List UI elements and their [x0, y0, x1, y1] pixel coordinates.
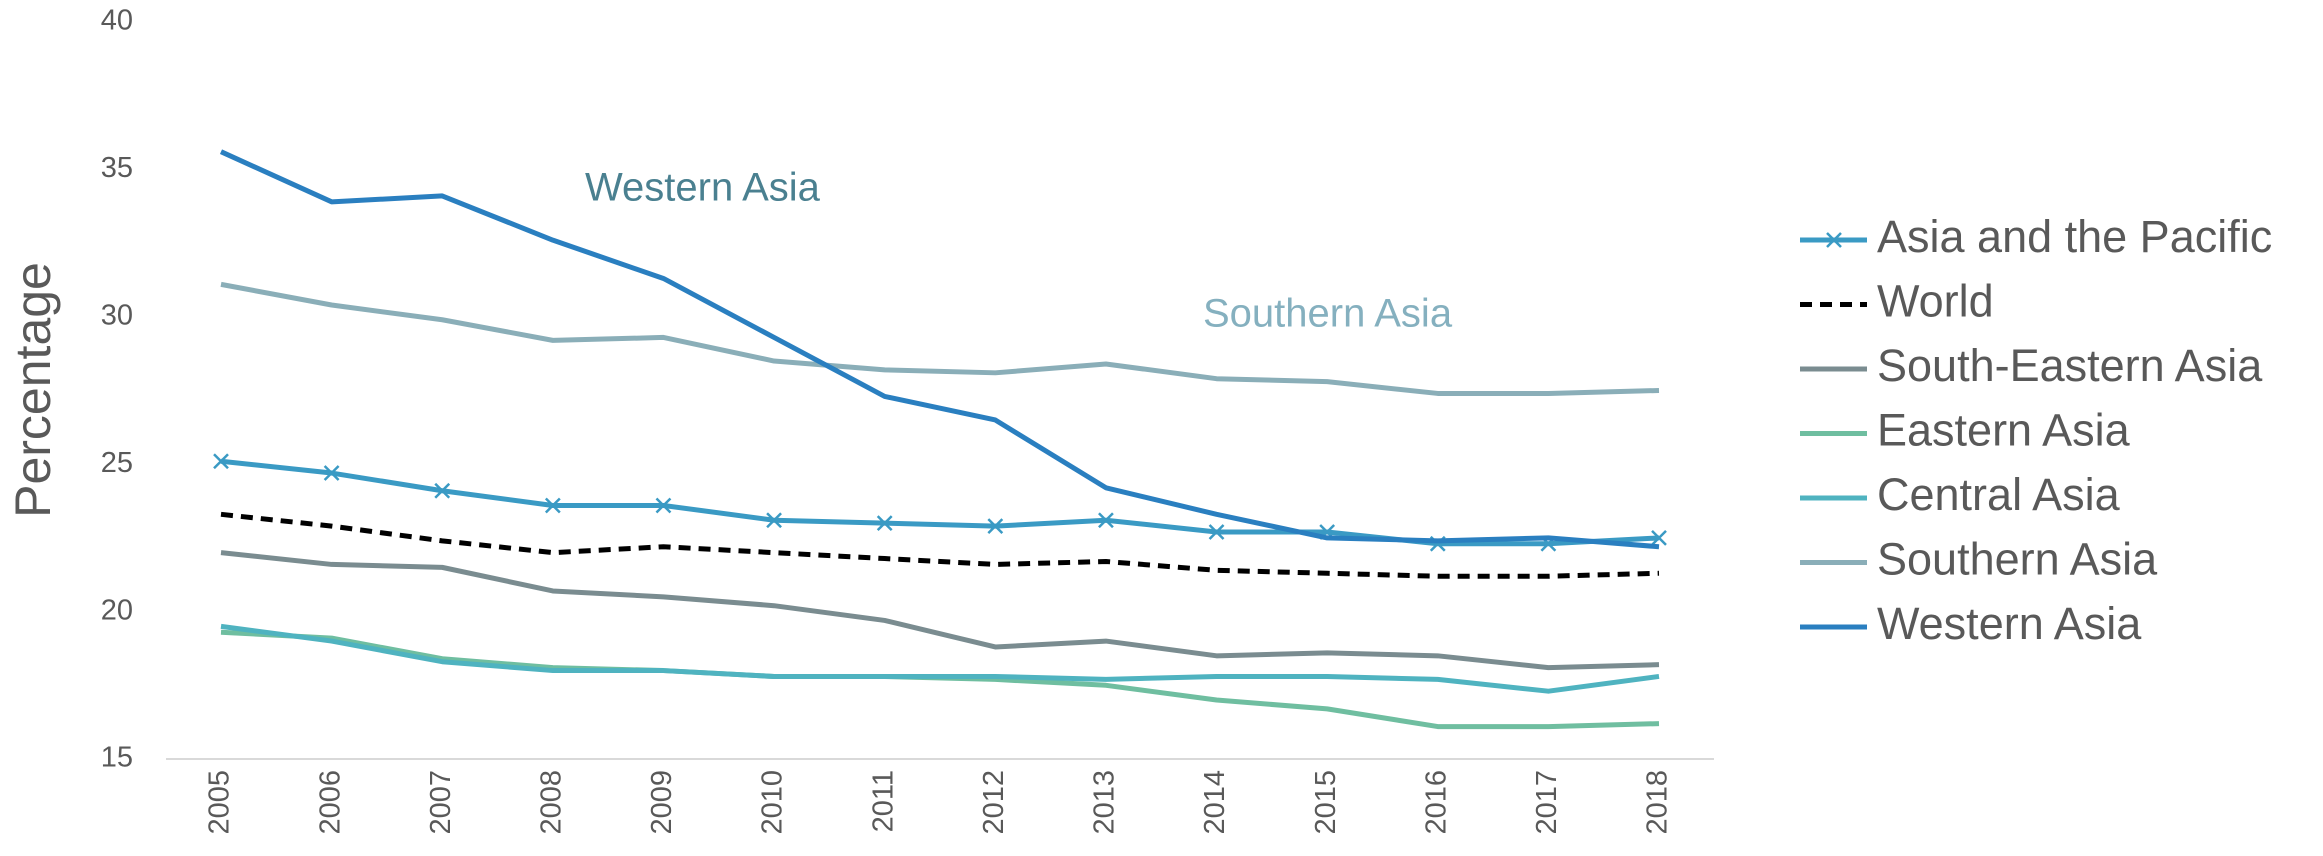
- x-tick-label: 2006: [314, 770, 346, 835]
- series-line: [220, 550, 1660, 671]
- x-tick-label: 2017: [1531, 770, 1563, 835]
- series-line: [220, 281, 1660, 396]
- x-tick-label: 2013: [1089, 770, 1121, 835]
- point-marker: [876, 515, 893, 532]
- point-marker: [1208, 524, 1225, 540]
- x-tick-label: 2014: [1199, 770, 1231, 835]
- point-marker: [213, 453, 229, 470]
- y-tick-label: 40: [101, 5, 133, 37]
- annotation: Southern Asia: [1203, 292, 1453, 336]
- series-line: [220, 511, 1660, 579]
- series-line: [220, 458, 1660, 547]
- legend-label: Southern Asia: [1877, 533, 2158, 584]
- legend-marker: [1826, 232, 1842, 248]
- point-marker: [655, 497, 672, 514]
- legend-label: Central Asia: [1877, 469, 2121, 520]
- x-tick-label: 2012: [978, 770, 1010, 835]
- x-tick-label: 2007: [425, 770, 457, 835]
- point-marker: [544, 497, 561, 514]
- point-marker: [987, 518, 1004, 534]
- x-tick-label: 2016: [1420, 770, 1452, 835]
- series-line: [220, 623, 1660, 694]
- y-tick-label: 20: [101, 594, 133, 626]
- legend-label: Eastern Asia: [1877, 404, 2131, 455]
- x-tick-label: 2018: [1642, 770, 1674, 835]
- point-marker: [1098, 512, 1114, 529]
- y-tick-label: 35: [101, 152, 133, 184]
- point-marker: [323, 465, 340, 481]
- y-tick-label: 25: [101, 447, 133, 479]
- x-tick-label: 2005: [204, 770, 236, 835]
- y-axis-label: Percentage: [5, 262, 61, 518]
- legend-label: South-Eastern Asia: [1877, 340, 2263, 391]
- legend-label: Western Asia: [1877, 598, 2142, 649]
- point-marker: [434, 482, 451, 499]
- y-tick-label: 30: [101, 299, 133, 331]
- y-tick-label: 15: [101, 742, 133, 774]
- x-tick-label: 2011: [867, 770, 899, 832]
- x-tick-label: 2010: [757, 770, 789, 835]
- annotation: Western Asia: [585, 166, 821, 210]
- series-line: [219, 149, 1660, 550]
- legend-label: World: [1877, 275, 1994, 326]
- x-tick-label: 2015: [1310, 770, 1342, 835]
- legend-label: Asia and the Pacific: [1877, 211, 2272, 262]
- x-tick-label: 2008: [536, 770, 568, 835]
- point-marker: [1651, 530, 1667, 546]
- x-tick-label: 2009: [646, 770, 678, 835]
- point-marker: [766, 512, 782, 529]
